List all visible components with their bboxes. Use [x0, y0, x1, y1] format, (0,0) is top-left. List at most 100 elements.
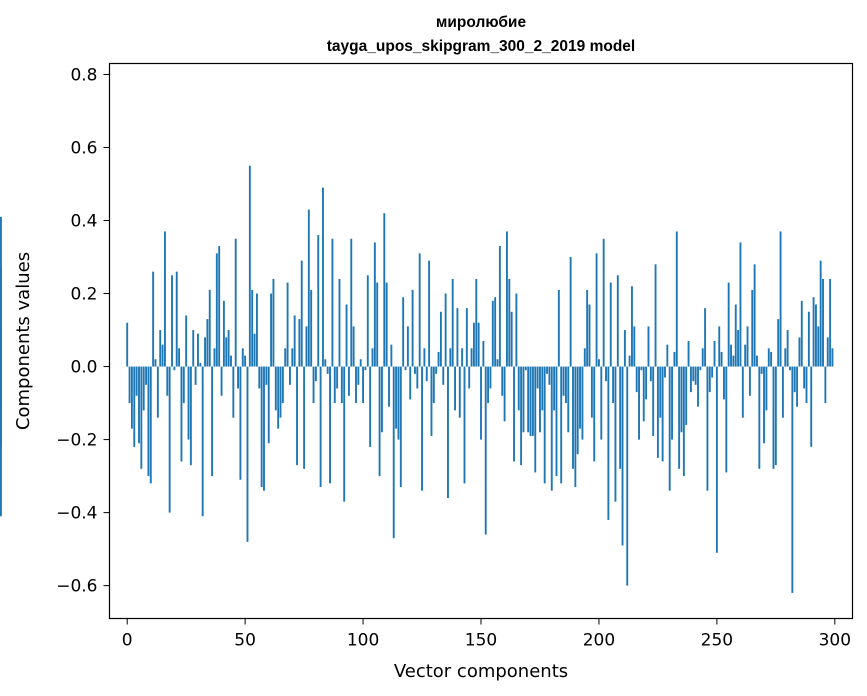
bar — [166, 366, 169, 396]
bar — [204, 337, 206, 367]
bar — [562, 366, 565, 396]
chart-subtitle: tayga_upos_skipgram_300_2_2019 model — [327, 38, 635, 55]
bar — [727, 282, 730, 367]
bar — [168, 366, 171, 513]
bar — [548, 366, 551, 385]
bar — [142, 366, 145, 411]
bar — [779, 231, 782, 367]
bar — [689, 366, 692, 393]
bar — [472, 322, 475, 367]
bar — [232, 366, 235, 418]
bar — [524, 366, 527, 371]
bar — [180, 366, 183, 462]
bar — [135, 366, 138, 396]
bar — [812, 297, 815, 367]
bar — [343, 366, 346, 502]
bar — [300, 260, 303, 367]
bar — [626, 366, 629, 586]
bar — [741, 366, 744, 418]
y-tick-label: 0.2 — [70, 285, 97, 305]
bar — [352, 326, 355, 367]
bar — [456, 308, 459, 367]
bar — [786, 330, 789, 367]
y-tick-label: 0.0 — [70, 358, 97, 378]
bar — [767, 348, 770, 367]
bar — [187, 366, 190, 440]
bar — [701, 348, 704, 367]
bar — [194, 366, 197, 385]
bar — [281, 366, 284, 404]
bar — [241, 348, 244, 367]
bar — [442, 366, 445, 385]
bar — [128, 366, 131, 404]
bar — [494, 297, 497, 367]
x-tick-label: 200 — [583, 631, 615, 651]
bar — [458, 366, 461, 418]
bar — [803, 366, 806, 389]
x-tick-label: 0 — [122, 631, 133, 651]
bar — [796, 366, 799, 407]
bar — [815, 304, 817, 367]
bar — [805, 366, 808, 404]
bar — [595, 253, 598, 367]
bar — [560, 366, 563, 484]
bars-group — [0, 165, 834, 593]
bar — [829, 278, 832, 367]
bar — [385, 282, 388, 367]
bar — [291, 348, 294, 367]
bar — [421, 366, 423, 491]
bar — [475, 278, 478, 367]
bar — [345, 304, 348, 367]
bar — [506, 231, 508, 367]
bar — [600, 366, 603, 440]
bar — [305, 326, 308, 367]
bar — [435, 366, 438, 374]
bar — [774, 366, 777, 466]
bar — [737, 330, 740, 367]
bar — [218, 246, 221, 367]
bar — [654, 264, 657, 367]
bar — [272, 278, 275, 367]
bar — [399, 366, 402, 488]
x-tick-label: 250 — [701, 631, 733, 651]
bar — [265, 366, 268, 385]
bar — [404, 366, 407, 371]
bar — [746, 326, 749, 367]
bar — [635, 366, 638, 393]
bar — [789, 366, 791, 371]
bar — [536, 366, 539, 389]
bar — [163, 231, 166, 367]
bar — [694, 366, 697, 385]
bar — [817, 326, 820, 367]
bar — [138, 366, 140, 444]
bar — [0, 319, 2, 367]
bar — [550, 366, 553, 491]
bar — [496, 359, 499, 367]
bar — [498, 246, 501, 367]
bar — [503, 366, 506, 422]
bar — [364, 366, 367, 371]
bar — [508, 278, 511, 367]
bar — [590, 366, 593, 418]
bar — [437, 351, 440, 367]
bar — [171, 275, 173, 367]
bar — [355, 366, 357, 404]
bar — [397, 366, 400, 440]
bar — [0, 366, 2, 517]
bar — [369, 366, 372, 447]
bar — [159, 330, 162, 367]
bar — [140, 366, 143, 469]
bar — [772, 366, 775, 469]
bar — [489, 366, 492, 389]
bar — [633, 326, 636, 367]
bar — [770, 351, 773, 367]
bar — [192, 330, 195, 367]
bar — [248, 165, 251, 367]
bar — [513, 366, 515, 462]
bar — [423, 348, 426, 367]
bar — [449, 348, 452, 367]
bar — [609, 282, 612, 367]
bar — [668, 366, 671, 491]
bar — [383, 213, 386, 367]
bar — [586, 289, 589, 367]
